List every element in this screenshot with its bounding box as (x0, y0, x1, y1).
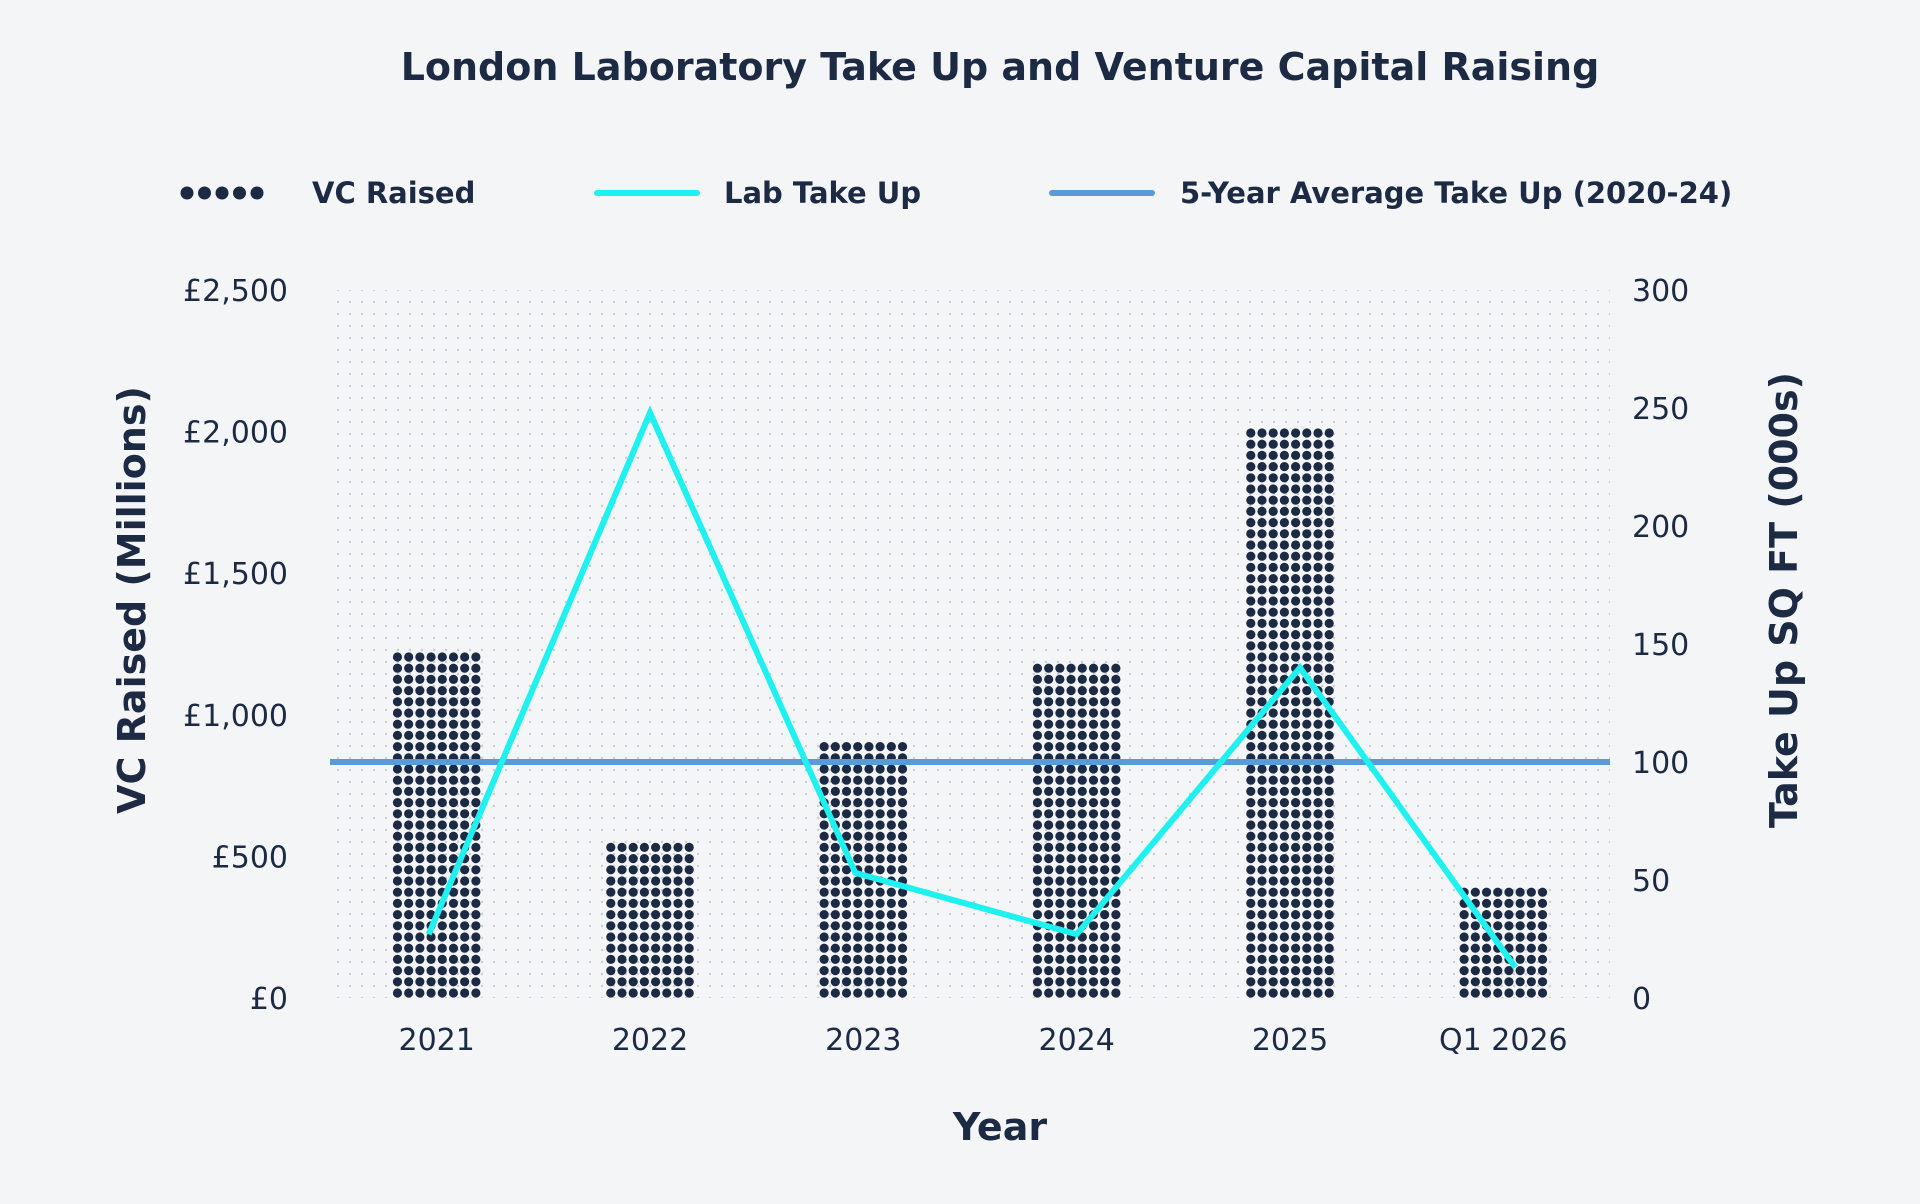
right-y-tick-label: 150 (1632, 628, 1689, 663)
x-tick-label: Q1 2026 (1439, 1023, 1568, 1058)
lab-take-up-line-group (425, 405, 1518, 970)
right-y-axis: 0 50 100 150 200 250 300 (1632, 274, 1689, 1017)
vc-raised-bar-2021 (392, 652, 481, 998)
right-y-tick-label: 200 (1632, 510, 1689, 545)
vc-raised-bar-2023 (819, 742, 908, 998)
vc-raised-bar-2022 (606, 842, 694, 998)
left-y-tick-label: £1,500 (183, 557, 288, 592)
x-tick-label: 2023 (825, 1023, 901, 1058)
legend-label: VC Raised (312, 176, 475, 210)
left-y-tick-label: £500 (212, 840, 288, 875)
vc-raised-bar-q1-2026 (1459, 887, 1548, 998)
right-y-axis-label: Take Up SQ FT (000s) (1762, 372, 1806, 828)
legend-item-five-year-average: 5-Year Average Take Up (2020-24) (1049, 176, 1732, 210)
left-y-axis: £0 £500 £1,000 £1,500 £2,000 £2,500 (183, 274, 288, 1017)
left-y-tick-label: £2,000 (183, 416, 288, 451)
vc-raised-bar-2024 (1032, 663, 1121, 998)
left-y-tick-label: £2,500 (183, 274, 288, 309)
legend-item-lab-take-up: Lab Take Up (594, 176, 921, 210)
legend: VC Raised Lab Take Up 5-Year Average Take … (180, 176, 1732, 210)
x-tick-label: 2021 (398, 1023, 474, 1058)
legend-label: Lab Take Up (724, 176, 921, 210)
left-y-tick-label: £1,000 (183, 699, 288, 734)
left-y-tick-label: £0 (250, 982, 288, 1017)
legend-label: 5-Year Average Take Up (2020-24) (1180, 176, 1732, 210)
right-y-tick-label: 300 (1632, 274, 1689, 309)
chart-title: London Laboratory Take Up and Venture Ca… (401, 45, 1600, 89)
x-axis: 2021 2022 2023 2024 2025 Q1 2026 (398, 1023, 1567, 1058)
x-tick-label: 2022 (612, 1023, 688, 1058)
left-y-axis-label: VC Raised (Millions) (110, 386, 154, 814)
right-y-tick-label: 0 (1632, 982, 1651, 1017)
plot-grid-background (330, 290, 1610, 998)
x-axis-label: Year (952, 1105, 1047, 1149)
right-y-tick-label: 50 (1632, 864, 1670, 899)
x-tick-label: 2024 (1038, 1023, 1114, 1058)
legend-item-vc-raised: VC Raised (180, 176, 475, 210)
x-tick-label: 2025 (1252, 1023, 1328, 1058)
vc-raised-bars (392, 428, 1548, 998)
right-y-tick-label: 100 (1632, 746, 1689, 781)
lab-take-up-line (425, 405, 1518, 970)
right-y-tick-label: 250 (1632, 392, 1689, 427)
